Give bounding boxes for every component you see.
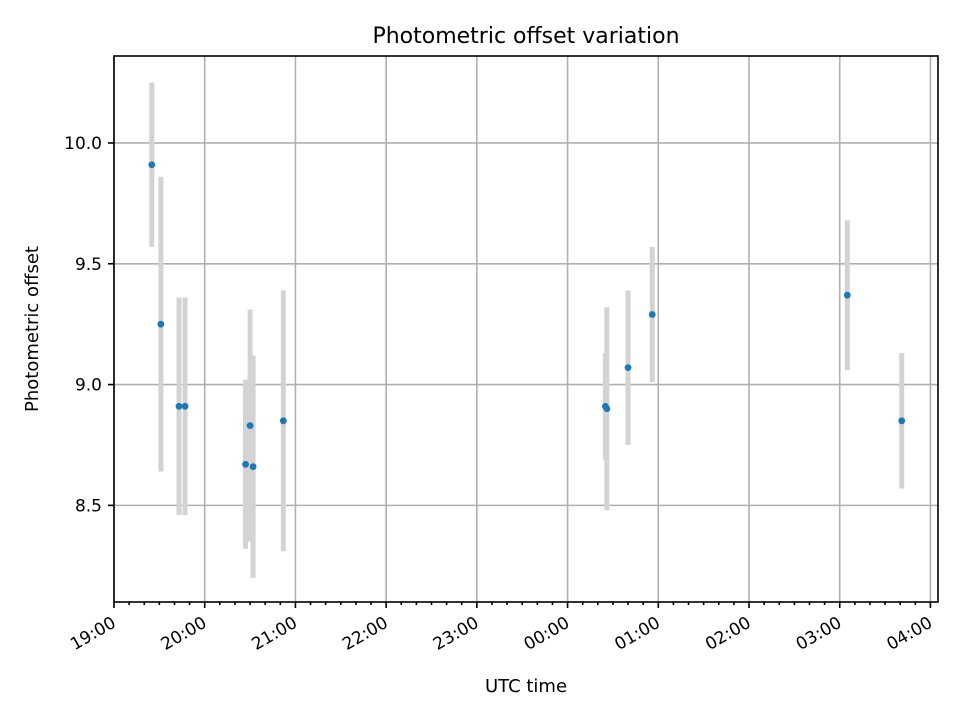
y-tick-label: 9.5 bbox=[75, 255, 102, 275]
data-point bbox=[249, 463, 257, 471]
data-point bbox=[648, 311, 656, 318]
data-point bbox=[181, 402, 189, 410]
data-point bbox=[279, 417, 287, 425]
y-tick-label: 8.5 bbox=[75, 496, 102, 516]
data-point bbox=[843, 291, 851, 299]
data-point bbox=[246, 422, 254, 430]
chart-title: Photometric offset variation bbox=[372, 24, 679, 49]
point-layer bbox=[148, 161, 906, 471]
y-tick-label: 9.0 bbox=[75, 376, 102, 396]
x-axis-label: UTC time bbox=[485, 676, 567, 697]
data-point bbox=[603, 405, 611, 413]
data-point bbox=[148, 161, 156, 169]
plot-frame bbox=[113, 55, 939, 603]
data-point bbox=[175, 402, 183, 410]
y-axis-label: Photometric offset bbox=[22, 246, 43, 412]
data-point bbox=[157, 320, 165, 328]
data-point bbox=[624, 364, 632, 372]
y-tick-label: 10.0 bbox=[64, 134, 102, 154]
data-point bbox=[898, 417, 906, 425]
data-point bbox=[242, 460, 249, 468]
